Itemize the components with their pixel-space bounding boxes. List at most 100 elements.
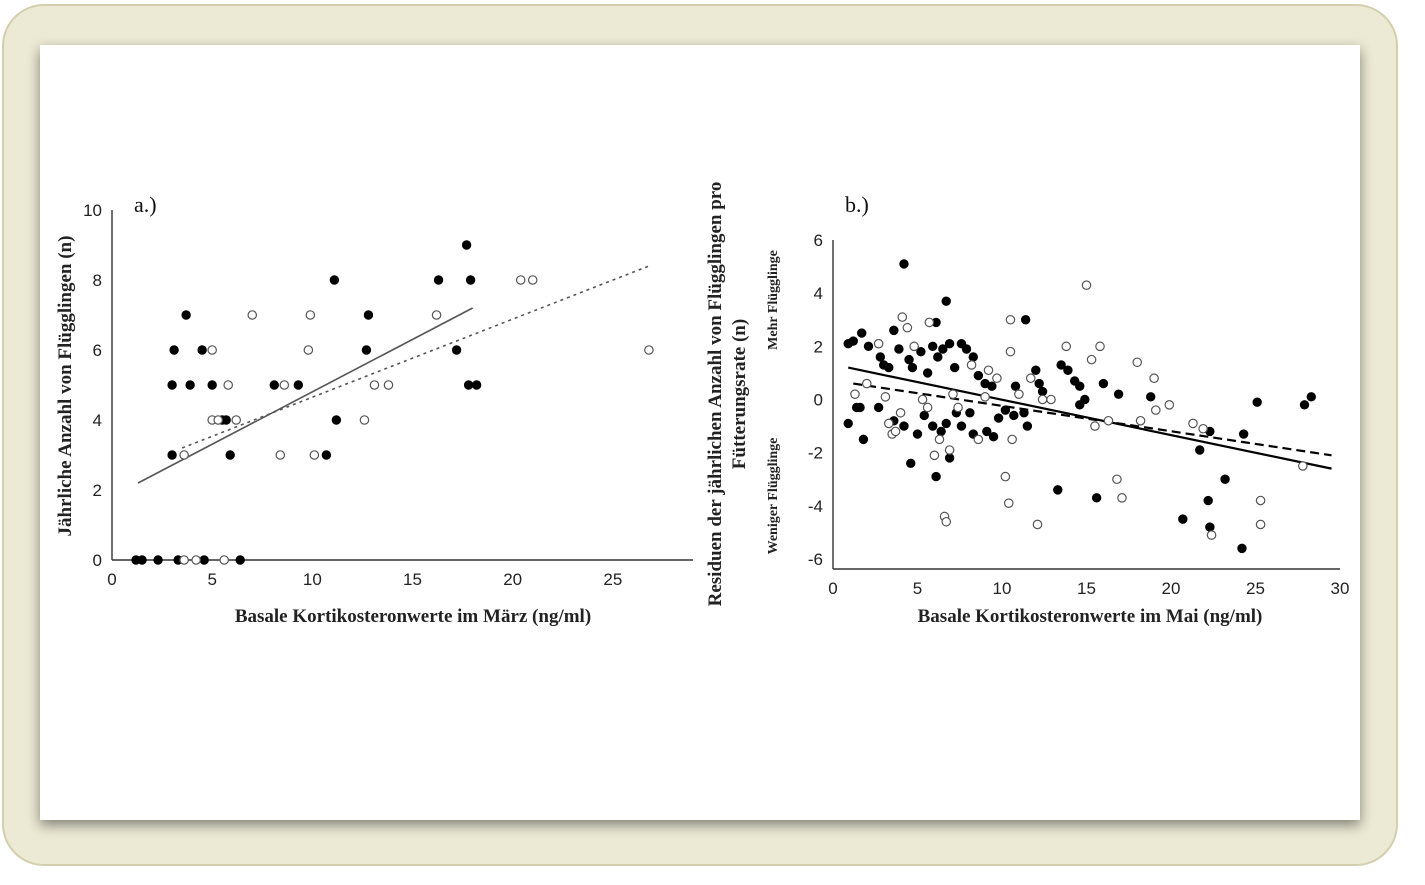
open-point-b	[1000, 471, 1011, 482]
open-point-b	[1255, 495, 1266, 506]
filled-point-b	[875, 352, 886, 362]
y-tick-label-b: 0	[814, 391, 823, 410]
open-point-a	[247, 310, 258, 320]
open-point-b	[861, 378, 872, 389]
filled-point-b	[1019, 408, 1029, 418]
y-axis-label-a: Jährliche Anzahl von Flügglingen (n)	[55, 236, 76, 537]
filled-point-b	[928, 341, 938, 352]
open-point-b	[1255, 519, 1266, 530]
y-tick-label-a: 4	[93, 411, 102, 430]
y-tick-label-b: -2	[808, 444, 823, 463]
open-point-b	[1103, 415, 1114, 426]
open-point-a	[383, 380, 394, 390]
filled-point-a	[167, 450, 177, 460]
filled-point-b	[919, 410, 929, 421]
open-point-b	[1003, 498, 1014, 508]
open-point-a	[527, 275, 538, 285]
filled-point-a	[461, 240, 472, 250]
open-point-b	[897, 312, 908, 322]
filled-point-a	[463, 380, 474, 390]
filled-point-b	[1237, 543, 1247, 554]
filled-point-b	[916, 346, 926, 357]
filled-point-b	[1009, 410, 1019, 421]
y-tick-label-a: 2	[93, 481, 102, 500]
x-tick-label-a: 10	[303, 570, 322, 589]
filled-point-b	[1053, 485, 1063, 495]
filled-point-a	[153, 555, 163, 565]
filled-point-b	[1031, 365, 1041, 375]
side-label-more: Mehr Flügglinge	[766, 250, 781, 350]
open-point-b	[917, 394, 928, 405]
side-label-fewer: Weniger Flügglinge	[766, 438, 781, 555]
y-tick-label-a: 6	[93, 341, 102, 360]
filled-point-b	[941, 296, 951, 306]
filled-point-b	[1034, 378, 1044, 389]
x-tick-label-a: 20	[503, 570, 522, 589]
x-tick-label-a: 5	[207, 570, 216, 589]
open-point-b	[890, 426, 901, 437]
open-point-b	[1086, 354, 1097, 365]
open-point-b	[873, 338, 884, 349]
open-point-a	[303, 345, 314, 355]
x-tick-label-b: 5	[913, 579, 922, 598]
x-axis-label-a: Basale Kortikosteronwerte im März (ng/ml…	[235, 606, 591, 627]
y-tick-label-b: -4	[808, 497, 823, 516]
filled-point-b	[965, 408, 975, 418]
filled-point-b	[1238, 429, 1249, 439]
filled-point-a	[465, 275, 476, 285]
filled-point-a	[181, 310, 191, 320]
open-point-a	[515, 275, 526, 285]
open-point-b	[1037, 394, 1048, 405]
filled-point-b	[1113, 389, 1124, 399]
filled-point-b	[1010, 381, 1021, 391]
filled-point-b	[912, 429, 923, 439]
open-point-b	[1298, 461, 1308, 471]
filled-point-b	[973, 370, 984, 381]
open-point-b	[1164, 400, 1175, 410]
filled-point-a	[269, 380, 279, 390]
filled-point-a	[185, 380, 195, 390]
open-point-a	[231, 415, 242, 425]
open-point-b	[941, 516, 952, 527]
filled-point-b	[928, 421, 938, 431]
filled-point-b	[1220, 474, 1230, 484]
filled-point-b	[1205, 522, 1215, 532]
open-point-b	[922, 402, 933, 413]
trendline-solid-a	[137, 307, 473, 484]
open-point-a	[369, 380, 380, 390]
y-axis-label-b-line2: Fütterungsrate (n)	[729, 319, 750, 469]
filled-point-b	[848, 336, 858, 346]
filled-point-a	[235, 555, 245, 565]
open-point-b	[924, 317, 935, 328]
filled-point-b	[899, 259, 909, 269]
filled-point-b	[884, 362, 894, 373]
filled-point-a	[293, 380, 304, 390]
x-tick-label-a: 0	[107, 570, 116, 589]
open-point-b	[992, 373, 1002, 384]
open-point-b	[1046, 394, 1056, 405]
open-point-a	[219, 555, 229, 565]
filled-point-b	[1146, 392, 1156, 402]
filled-point-b	[956, 421, 967, 431]
filled-point-b	[968, 352, 978, 362]
filled-point-a	[169, 345, 179, 355]
filled-point-b	[1178, 514, 1188, 524]
filled-point-b	[1306, 392, 1316, 402]
y-tick-label-b: -6	[808, 550, 823, 569]
x-tick-label-b: 10	[993, 579, 1012, 598]
filled-point-b	[1020, 315, 1031, 325]
open-point-a	[359, 415, 370, 425]
open-point-b	[1150, 405, 1161, 415]
y-tick-label-b: 6	[814, 231, 823, 250]
open-point-b	[880, 392, 891, 402]
y-axis-label-b-line1: Residuen der jährlichen Anzahl von Flügg…	[705, 182, 726, 607]
filled-point-b	[907, 362, 918, 373]
open-point-b	[1090, 421, 1100, 431]
filled-point-b	[933, 352, 943, 362]
filled-point-b	[961, 344, 972, 354]
filled-point-a	[137, 555, 147, 565]
panel-label-b: b.)	[845, 192, 869, 217]
filled-point-b	[1075, 381, 1085, 391]
open-point-a	[207, 345, 217, 355]
